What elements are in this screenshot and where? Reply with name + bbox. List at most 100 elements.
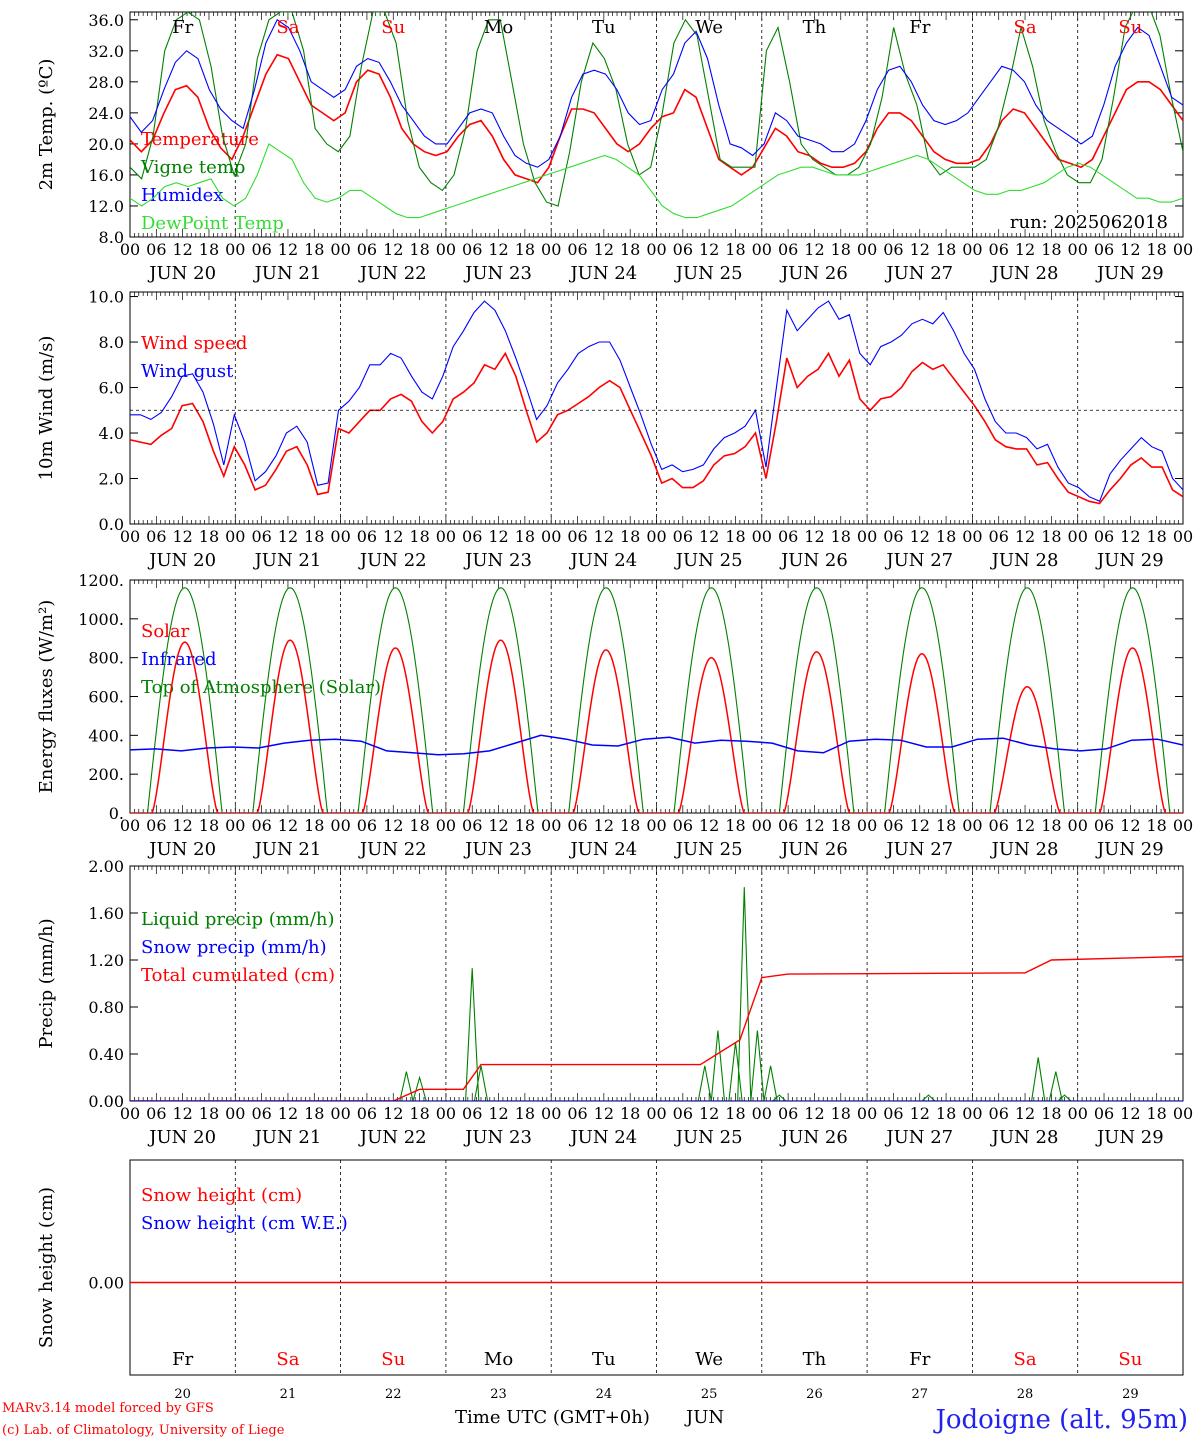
date-label: JUN 24 xyxy=(568,1127,637,1148)
date-label: JUN 20 xyxy=(147,1127,216,1148)
day-number-label: 27 xyxy=(911,1387,928,1402)
y-tick-label: 600. xyxy=(88,688,124,707)
hour-tick-label: 18 xyxy=(199,240,219,259)
day-number-label: 21 xyxy=(280,1387,297,1402)
date-label: JUN 21 xyxy=(253,550,322,571)
y-tick-label: 200. xyxy=(88,765,124,784)
date-label: JUN 29 xyxy=(1095,263,1164,284)
hour-tick-label: 12 xyxy=(383,816,403,835)
hour-tick-label: 12 xyxy=(1015,1104,1035,1123)
date-label: JUN 22 xyxy=(358,550,427,571)
hour-tick-label: 00 xyxy=(962,240,982,259)
weekday-label-bottom: Su xyxy=(1118,1349,1142,1370)
hour-tick-label: 06 xyxy=(567,527,587,546)
weekday-label-bottom: Mo xyxy=(484,1349,513,1370)
hour-tick-label: 06 xyxy=(462,1104,482,1123)
y-tick-label: 4.0 xyxy=(99,424,124,443)
hour-tick-label: 06 xyxy=(883,1104,903,1123)
weekday-label-bottom: Tu xyxy=(592,1349,616,1370)
credit-line-2: (c) Lab. of Climatology, University of L… xyxy=(2,1423,285,1438)
hour-tick-label: 18 xyxy=(1041,816,1061,835)
date-label: JUN 26 xyxy=(779,263,848,284)
weekday-label-bottom: Th xyxy=(803,1349,827,1370)
hour-tick-label: 06 xyxy=(989,240,1009,259)
weekday-label-top: Su xyxy=(381,17,405,38)
hour-tick-label: 06 xyxy=(251,816,271,835)
hour-tick-label: 00 xyxy=(330,240,350,259)
hour-tick-label: 12 xyxy=(1015,527,1035,546)
date-label: JUN 25 xyxy=(674,550,743,571)
hour-tick-label: 12 xyxy=(278,527,298,546)
date-label: JUN 27 xyxy=(884,263,953,284)
legend-entry: Snow precip (mm/h) xyxy=(141,937,327,958)
date-label: JUN 20 xyxy=(147,839,216,860)
date-label: JUN 20 xyxy=(147,550,216,571)
y-tick-label: 0.00 xyxy=(88,1092,124,1111)
y-axis-label: Snow height (cm) xyxy=(36,1187,57,1348)
hour-tick-label: 00 xyxy=(541,527,561,546)
hour-tick-label: 06 xyxy=(462,527,482,546)
hour-tick-label: 00 xyxy=(1068,527,1088,546)
series-line xyxy=(130,53,1183,184)
y-tick-label: 8.0 xyxy=(99,228,124,247)
hour-tick-label: 18 xyxy=(831,240,851,259)
weekday-label-bottom: Fr xyxy=(909,1349,930,1370)
hour-tick-label: 18 xyxy=(1146,527,1166,546)
series-line xyxy=(130,18,1183,168)
station-label: Jodoigne (alt. 95m) xyxy=(932,1405,1188,1435)
series-line xyxy=(130,955,1183,1101)
hour-tick-label: 06 xyxy=(251,240,271,259)
hour-tick-label: 06 xyxy=(251,1104,271,1123)
hour-tick-label: 06 xyxy=(883,527,903,546)
y-tick-label: 800. xyxy=(88,649,124,668)
hour-tick-label: 00 xyxy=(225,527,245,546)
date-label: JUN 21 xyxy=(253,263,322,284)
legend-entry: DewPoint Temp xyxy=(141,213,284,234)
hour-tick-label: 12 xyxy=(1120,527,1140,546)
hour-tick-label: 12 xyxy=(383,1104,403,1123)
hour-tick-label: 18 xyxy=(515,240,535,259)
day-number-label: 20 xyxy=(174,1387,191,1402)
day-number-label: 26 xyxy=(806,1387,823,1402)
hour-tick-label: 18 xyxy=(304,816,324,835)
day-number-label: 29 xyxy=(1122,1387,1139,1402)
date-label: JUN 21 xyxy=(253,839,322,860)
y-tick-label: 1.60 xyxy=(88,904,124,923)
series-line xyxy=(130,12,1183,207)
hour-tick-label: 12 xyxy=(699,527,719,546)
weekday-label-top: Mo xyxy=(484,17,513,38)
hour-tick-label: 06 xyxy=(251,527,271,546)
hour-tick-label: 12 xyxy=(488,816,508,835)
hour-tick-label: 18 xyxy=(1146,816,1166,835)
weekday-label-top: Th xyxy=(803,17,827,38)
hour-tick-label: 06 xyxy=(567,1104,587,1123)
hour-tick-label: 12 xyxy=(488,527,508,546)
date-label: JUN 27 xyxy=(884,1127,953,1148)
y-tick-label: 32.0 xyxy=(88,42,124,61)
hour-tick-label: 00 xyxy=(1068,1104,1088,1123)
date-label: JUN 27 xyxy=(884,550,953,571)
weekday-label-bottom: We xyxy=(695,1349,723,1370)
hour-tick-label: 06 xyxy=(989,527,1009,546)
hour-tick-label: 12 xyxy=(594,240,614,259)
y-tick-label: 28.0 xyxy=(88,73,124,92)
hour-tick-label: 00 xyxy=(436,240,456,259)
hour-tick-label: 18 xyxy=(409,240,429,259)
day-number-label: 23 xyxy=(490,1387,507,1402)
hour-tick-label: 12 xyxy=(1120,816,1140,835)
weekday-label-top: Fr xyxy=(172,17,193,38)
hour-tick-label: 00 xyxy=(962,1104,982,1123)
hour-tick-label: 06 xyxy=(778,240,798,259)
hour-tick-label: 06 xyxy=(357,527,377,546)
hour-tick-label: 06 xyxy=(673,816,693,835)
y-tick-label: 0.0 xyxy=(99,515,124,534)
y-tick-label: 20.0 xyxy=(88,135,124,154)
hour-tick-label: 06 xyxy=(146,1104,166,1123)
hour-tick-label: 00 xyxy=(541,1104,561,1123)
date-label: JUN 27 xyxy=(884,839,953,860)
hour-tick-label: 00 xyxy=(646,527,666,546)
hour-tick-label: 18 xyxy=(936,816,956,835)
hour-tick-label: 00 xyxy=(330,527,350,546)
hour-tick-label: 12 xyxy=(1120,240,1140,259)
hour-tick-label: 00 xyxy=(541,240,561,259)
